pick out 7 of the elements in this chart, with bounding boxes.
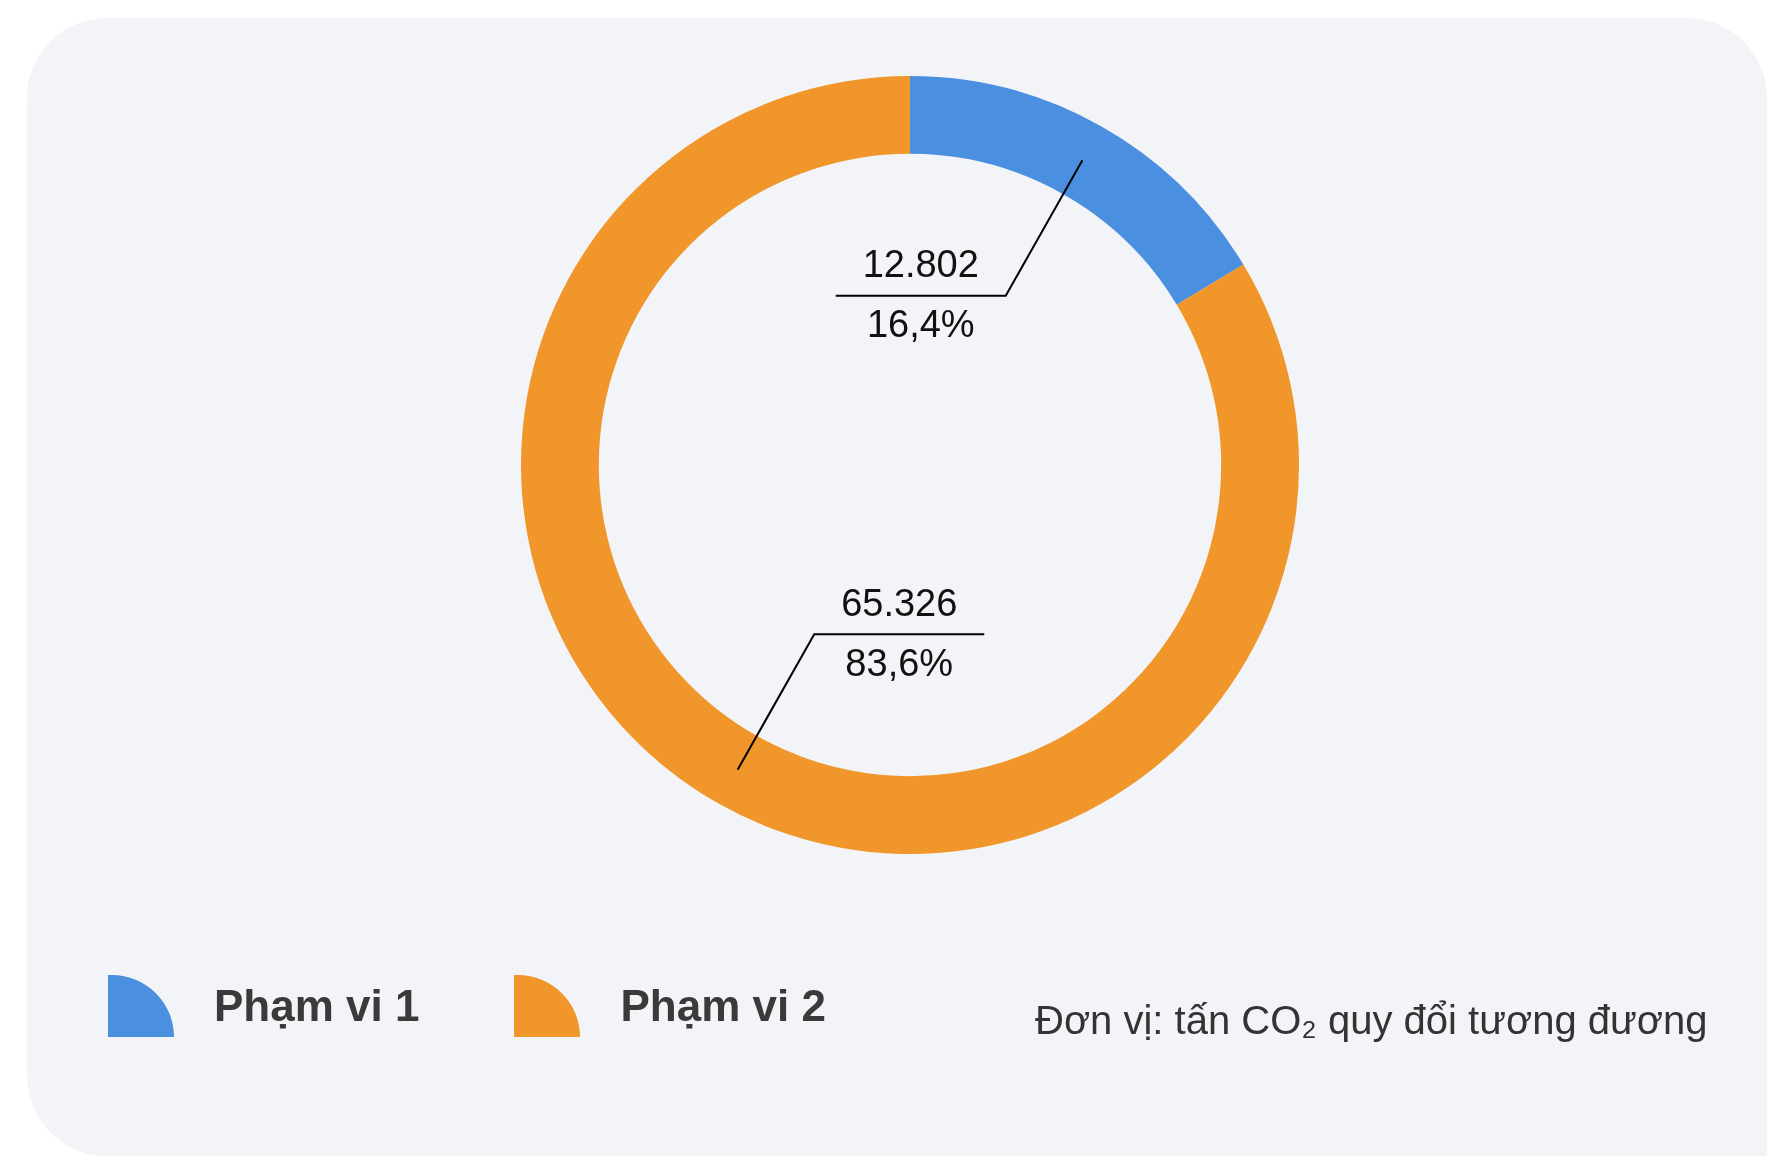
legend-label: Phạm vi 1 (214, 981, 420, 1031)
text: Đơn vị: tấn CO₂ quy đổi tương đương (1035, 998, 1708, 1043)
legend-label: Phạm vi 2 (620, 981, 826, 1031)
data-label: 12.802 (862, 243, 979, 286)
text: 83,6% (845, 641, 954, 684)
data-label: 65.326 (841, 581, 958, 624)
text: 16,4% (866, 303, 975, 346)
